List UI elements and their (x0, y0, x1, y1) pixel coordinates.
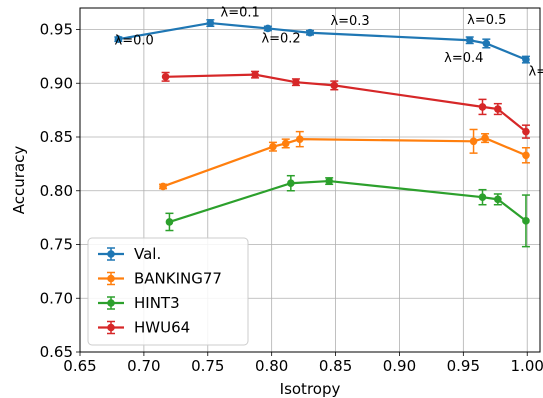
annotation-layer: λ=0.0 λ=0.1λ=0.2 λ=0.3 λ=0.4 λ=0.5 λ=0.7 (115, 6, 543, 80)
legend-label: Val. (134, 245, 161, 263)
data-point (494, 105, 502, 113)
legend-entry: HINT3 (98, 294, 180, 312)
x-tick-label: 0.65 (63, 357, 96, 375)
data-point (522, 151, 530, 160)
series-banking77 (159, 128, 530, 191)
data-point (264, 24, 272, 33)
legend-marker (107, 299, 115, 307)
x-tick-label: 1.00 (511, 357, 543, 375)
series-hint3 (165, 174, 530, 248)
data-point (325, 177, 333, 185)
y-tick-label: 0.75 (40, 236, 73, 254)
legend-label: BANKING77 (134, 270, 222, 288)
x-tick-label: 0.85 (319, 357, 352, 375)
data-point (161, 73, 170, 81)
plot-frame (79, 7, 541, 353)
legend: Val. BANKING77 HINT3 HWU64 (87, 237, 249, 346)
data-point (469, 137, 478, 146)
data-point (522, 55, 530, 64)
data-point (159, 182, 167, 191)
data-point (251, 70, 259, 79)
y-tick-label: 0.95 (40, 21, 73, 39)
data-point (114, 35, 123, 43)
lambda-annotation: λ=0.3 (330, 14, 369, 29)
y-tick-label: 0.80 (40, 182, 73, 200)
lambda-annotation: λ=0.0 (115, 34, 154, 49)
series-hwu64 (161, 70, 530, 139)
x-axis-label: Isotropy (280, 380, 341, 398)
legend-entry: BANKING77 (98, 270, 222, 288)
data-point (206, 19, 215, 27)
data-point (481, 134, 489, 142)
data-point (165, 218, 174, 226)
lambda-annotation: λ=0.1 (221, 6, 260, 21)
data-point (465, 36, 474, 45)
legend-marker (107, 274, 115, 283)
y-tick-label: 0.70 (40, 289, 73, 307)
y-axis-label: Accuracy (10, 146, 28, 215)
y-tick-label: 0.90 (40, 74, 73, 92)
lambda-annotation: λ=0.4 (444, 51, 483, 66)
series-line (169, 179, 527, 223)
legend-marker (107, 250, 115, 258)
series-val- (114, 19, 530, 64)
data-point (292, 78, 300, 86)
legend-label: HWU64 (134, 319, 190, 337)
x-tick-label: 0.90 (383, 357, 416, 375)
legend-entry: Val. (98, 245, 161, 263)
legend-entry: HWU64 (98, 319, 190, 337)
lambda-annotation: λ=0.5 (467, 13, 506, 28)
series-line (162, 136, 527, 188)
data-point (482, 39, 491, 48)
x-tick-label: 0.70 (127, 357, 160, 375)
legend-label: HINT3 (134, 294, 180, 312)
data-point (522, 127, 530, 136)
data-point (306, 28, 314, 37)
y-tick-label: 0.65 (40, 343, 73, 361)
data-point (269, 142, 277, 151)
x-tick-label: 0.80 (255, 357, 288, 375)
x-tick-label: 0.95 (447, 357, 480, 375)
data-point (330, 81, 339, 90)
lambda-annotation: λ=0.7 (529, 65, 543, 80)
data-point (522, 217, 530, 225)
data-point (287, 179, 295, 188)
data-point (478, 193, 487, 201)
legend-marker (107, 323, 115, 332)
series-layer (114, 19, 530, 248)
x-tick-label: 0.75 (191, 357, 224, 375)
data-point (295, 135, 304, 143)
tick-layer: 0.65 0.70 0.75 0.80 0.85 0.90 0.95 1.00 0.65 0.70… (40, 21, 543, 376)
data-point (281, 139, 290, 148)
data-point (494, 195, 502, 204)
lambda-annotation: λ=0.2 (261, 31, 300, 46)
data-point (478, 103, 487, 111)
legend-box (87, 237, 249, 346)
y-tick-label: 0.85 (40, 128, 73, 146)
